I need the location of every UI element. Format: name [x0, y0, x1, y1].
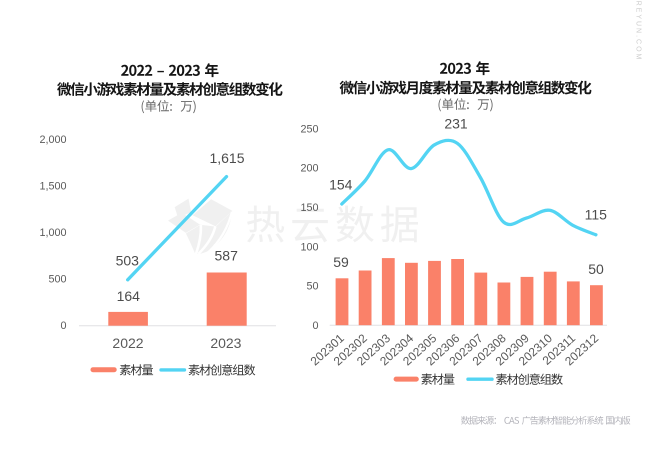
svg-text:0: 0 [60, 320, 66, 332]
svg-text:1,500: 1,500 [39, 181, 66, 193]
svg-text:50: 50 [306, 281, 318, 293]
svg-text:164: 164 [117, 288, 141, 304]
svg-text:231: 231 [444, 116, 468, 132]
svg-text:2023: 2023 [210, 335, 241, 351]
svg-text:200: 200 [300, 163, 318, 175]
svg-text:115: 115 [585, 206, 608, 222]
svg-text:250: 250 [300, 123, 318, 135]
svg-text:1,615: 1,615 [209, 150, 244, 166]
svg-text:154: 154 [329, 176, 353, 192]
svg-text:50: 50 [588, 261, 604, 277]
svg-text:500: 500 [48, 274, 66, 286]
svg-text:REYUN.COM: REYUN.COM [635, 1, 642, 62]
svg-text:1,000: 1,000 [39, 227, 66, 239]
svg-text:0: 0 [312, 320, 318, 332]
svg-text:587: 587 [215, 247, 239, 263]
svg-text:2,000: 2,000 [39, 134, 66, 146]
svg-text:100: 100 [300, 241, 318, 253]
svg-text:59: 59 [333, 254, 349, 270]
svg-text:503: 503 [116, 253, 140, 269]
svg-text:150: 150 [300, 202, 318, 214]
svg-text:2022: 2022 [112, 335, 143, 351]
